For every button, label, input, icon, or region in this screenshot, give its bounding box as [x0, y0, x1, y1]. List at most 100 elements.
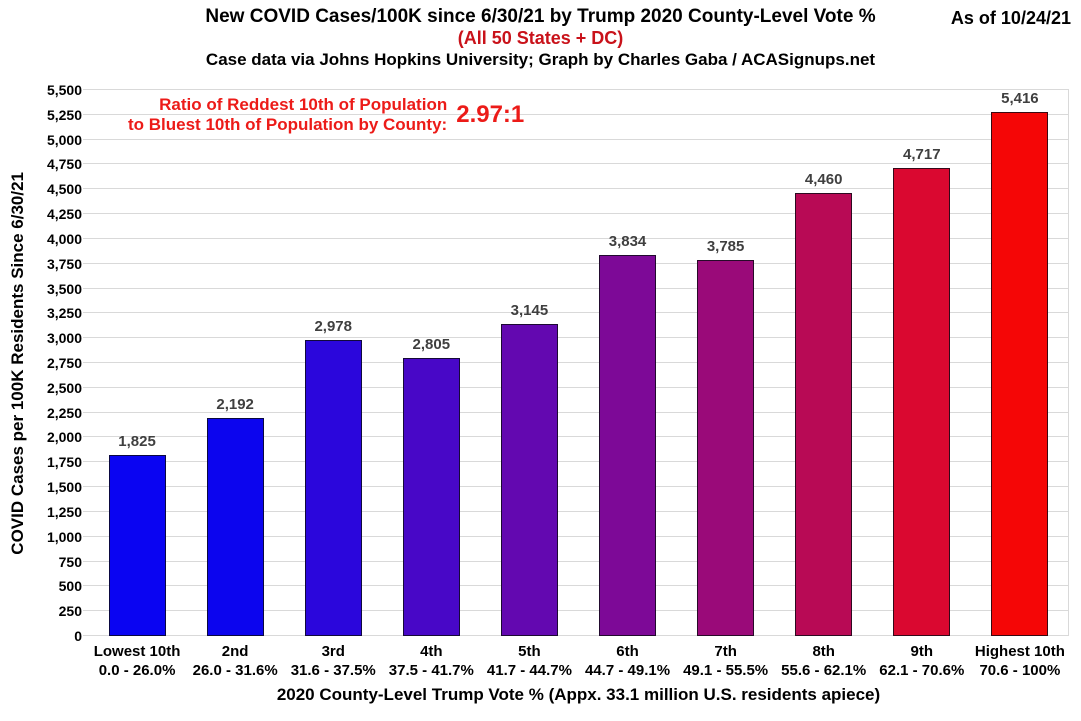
y-tick-label: 0 [74, 628, 82, 644]
gridline [83, 635, 1069, 636]
y-tick-label: 500 [58, 578, 82, 595]
x-tick-category: 6th [616, 643, 639, 660]
bar [304, 340, 362, 636]
x-tick-category: 7th [714, 643, 737, 660]
y-tick-label: 2,500 [46, 379, 82, 396]
bar-slot: 2,192 [186, 90, 284, 636]
bar-value-label: 4,460 [804, 171, 843, 189]
y-tick-label: 3,000 [46, 330, 82, 347]
x-tick-range: 41.7 - 44.7% [486, 662, 572, 679]
y-tick-label: 5,500 [46, 82, 82, 98]
x-tick: 8th 55.6 - 62.1% [775, 642, 873, 680]
bar [108, 454, 166, 636]
gridline [83, 163, 1069, 165]
gridline [83, 386, 1069, 388]
y-tick-label: 5,250 [46, 106, 82, 123]
x-tick: 6th 44.7 - 49.1% [578, 642, 676, 680]
chart-header: New COVID Cases/100K since 6/30/21 by Tr… [0, 6, 1081, 70]
y-tick-label: 250 [58, 603, 82, 620]
x-axis-title: 2020 County-Level Trump Vote % (Appx. 33… [276, 685, 881, 704]
plot-area: 1,825 2,192 2,978 2,805 3,145 3,834 3,785 4,460… [83, 89, 1069, 636]
x-tick-range: 49.1 - 55.5% [683, 662, 769, 679]
bar-slot: 5,416 [971, 90, 1069, 636]
y-tick-label: 4,000 [46, 230, 82, 247]
bar-value-label: 5,416 [1001, 90, 1039, 107]
x-tick-category: 5th [518, 643, 541, 660]
x-tick-range: 62.1 - 70.6% [879, 662, 965, 679]
bar-value-label: 2,978 [314, 318, 352, 336]
bar [697, 260, 755, 636]
bar-value-label: 4,717 [903, 145, 941, 163]
gridline [83, 262, 1069, 264]
y-tick-label: 4,500 [46, 181, 82, 198]
bar-slot: 3,785 [677, 90, 775, 636]
y-tick-label: 1,250 [46, 503, 82, 520]
plot-right-border [1068, 90, 1069, 636]
gridline [83, 213, 1069, 215]
x-tick-category: 2nd [221, 643, 249, 660]
y-axis-ticks: 0 250 500 750 1,000 1,250 1,500 1,750 2,000 2,250… [28, 83, 82, 643]
bar [893, 167, 951, 636]
y-tick-label: 750 [58, 553, 82, 570]
ratio-value: 2.97:1 [456, 101, 525, 128]
bar-value-label: 3,834 [608, 233, 647, 251]
bar-slot: 2,978 [284, 90, 382, 636]
gridline [83, 89, 1069, 90]
gridline [83, 362, 1069, 363]
x-tick: Lowest 10th 0.0 - 26.0% [88, 642, 186, 680]
gridline [83, 237, 1069, 239]
ratio-annotation-text: Ratio of Reddest 10th of Population to B… [128, 95, 447, 135]
bars: 1,825 2,192 2,978 2,805 3,145 3,834 3,785 4,460… [88, 90, 1069, 636]
x-tick-range: 44.7 - 49.1% [584, 662, 671, 679]
bar [402, 357, 460, 636]
y-tick-label: 3,250 [46, 305, 82, 322]
x-tick: 2nd 26.0 - 31.6% [186, 642, 284, 680]
y-tick-label: 5,000 [46, 131, 82, 148]
x-tick: 7th 49.1 - 55.5% [677, 642, 775, 680]
gridline [83, 287, 1069, 289]
bar [991, 112, 1049, 636]
gridline [83, 535, 1069, 537]
y-tick-label: 3,500 [46, 280, 82, 297]
bar-value-label: 2,192 [216, 396, 254, 414]
x-tick-category: Lowest 10th [93, 643, 181, 660]
bar-slot: 3,145 [480, 90, 578, 636]
gridline [83, 610, 1069, 612]
bar-value-label: 2,805 [412, 335, 451, 353]
gridline [83, 312, 1069, 314]
y-tick-label: 3,750 [46, 255, 82, 272]
gridline [83, 461, 1069, 463]
x-tick-range: 26.0 - 31.6% [192, 662, 278, 679]
chart-credit: Case data via Johns Hopkins University; … [205, 50, 876, 69]
x-tick-range: 37.5 - 41.7% [388, 662, 474, 679]
x-tick-range: 0.0 - 26.0% [98, 662, 176, 679]
x-axis-labels: Lowest 10th 0.0 - 26.0% 2nd 26.0 - 31.6% 3rd… [88, 642, 1069, 680]
ratio-annotation-line1: Ratio of Reddest 10th of Population [159, 95, 448, 114]
bar [206, 418, 264, 636]
as-of-date: As of 10/24/21 [950, 8, 1071, 28]
x-tick-category: 4th [420, 643, 443, 660]
bar-value-label: 1,825 [118, 432, 156, 450]
x-tick: 9th 62.1 - 70.6% [873, 642, 971, 680]
gridline [83, 510, 1069, 512]
gridline [83, 486, 1069, 488]
y-tick-label: 4,250 [46, 206, 82, 223]
x-tick: 3rd 31.6 - 37.5% [284, 642, 382, 680]
gridline [83, 138, 1069, 140]
bar [795, 193, 853, 636]
chart-subtitle: (All 50 States + DC) [457, 28, 624, 48]
bar [500, 323, 558, 636]
ratio-annotation-line2: to Bluest 10th of Population by County: [128, 115, 448, 134]
x-tick: 4th 37.5 - 41.7% [382, 642, 480, 680]
bar-slot: 4,460 [775, 90, 873, 636]
bar-slot: 2,805 [382, 90, 480, 636]
x-tick: 5th 41.7 - 44.7% [480, 642, 578, 680]
ratio-annotation: Ratio of Reddest 10th of Population to B… [128, 95, 524, 135]
chart-title: New COVID Cases/100K since 6/30/21 by Tr… [205, 6, 876, 27]
bar-value-label: 3,145 [510, 301, 549, 319]
y-tick-label: 4,750 [46, 156, 82, 173]
x-tick-category: 8th [812, 643, 835, 660]
y-tick-label: 1,750 [46, 454, 82, 471]
gridline [83, 560, 1069, 562]
x-tick-range: 55.6 - 62.1% [781, 662, 867, 679]
